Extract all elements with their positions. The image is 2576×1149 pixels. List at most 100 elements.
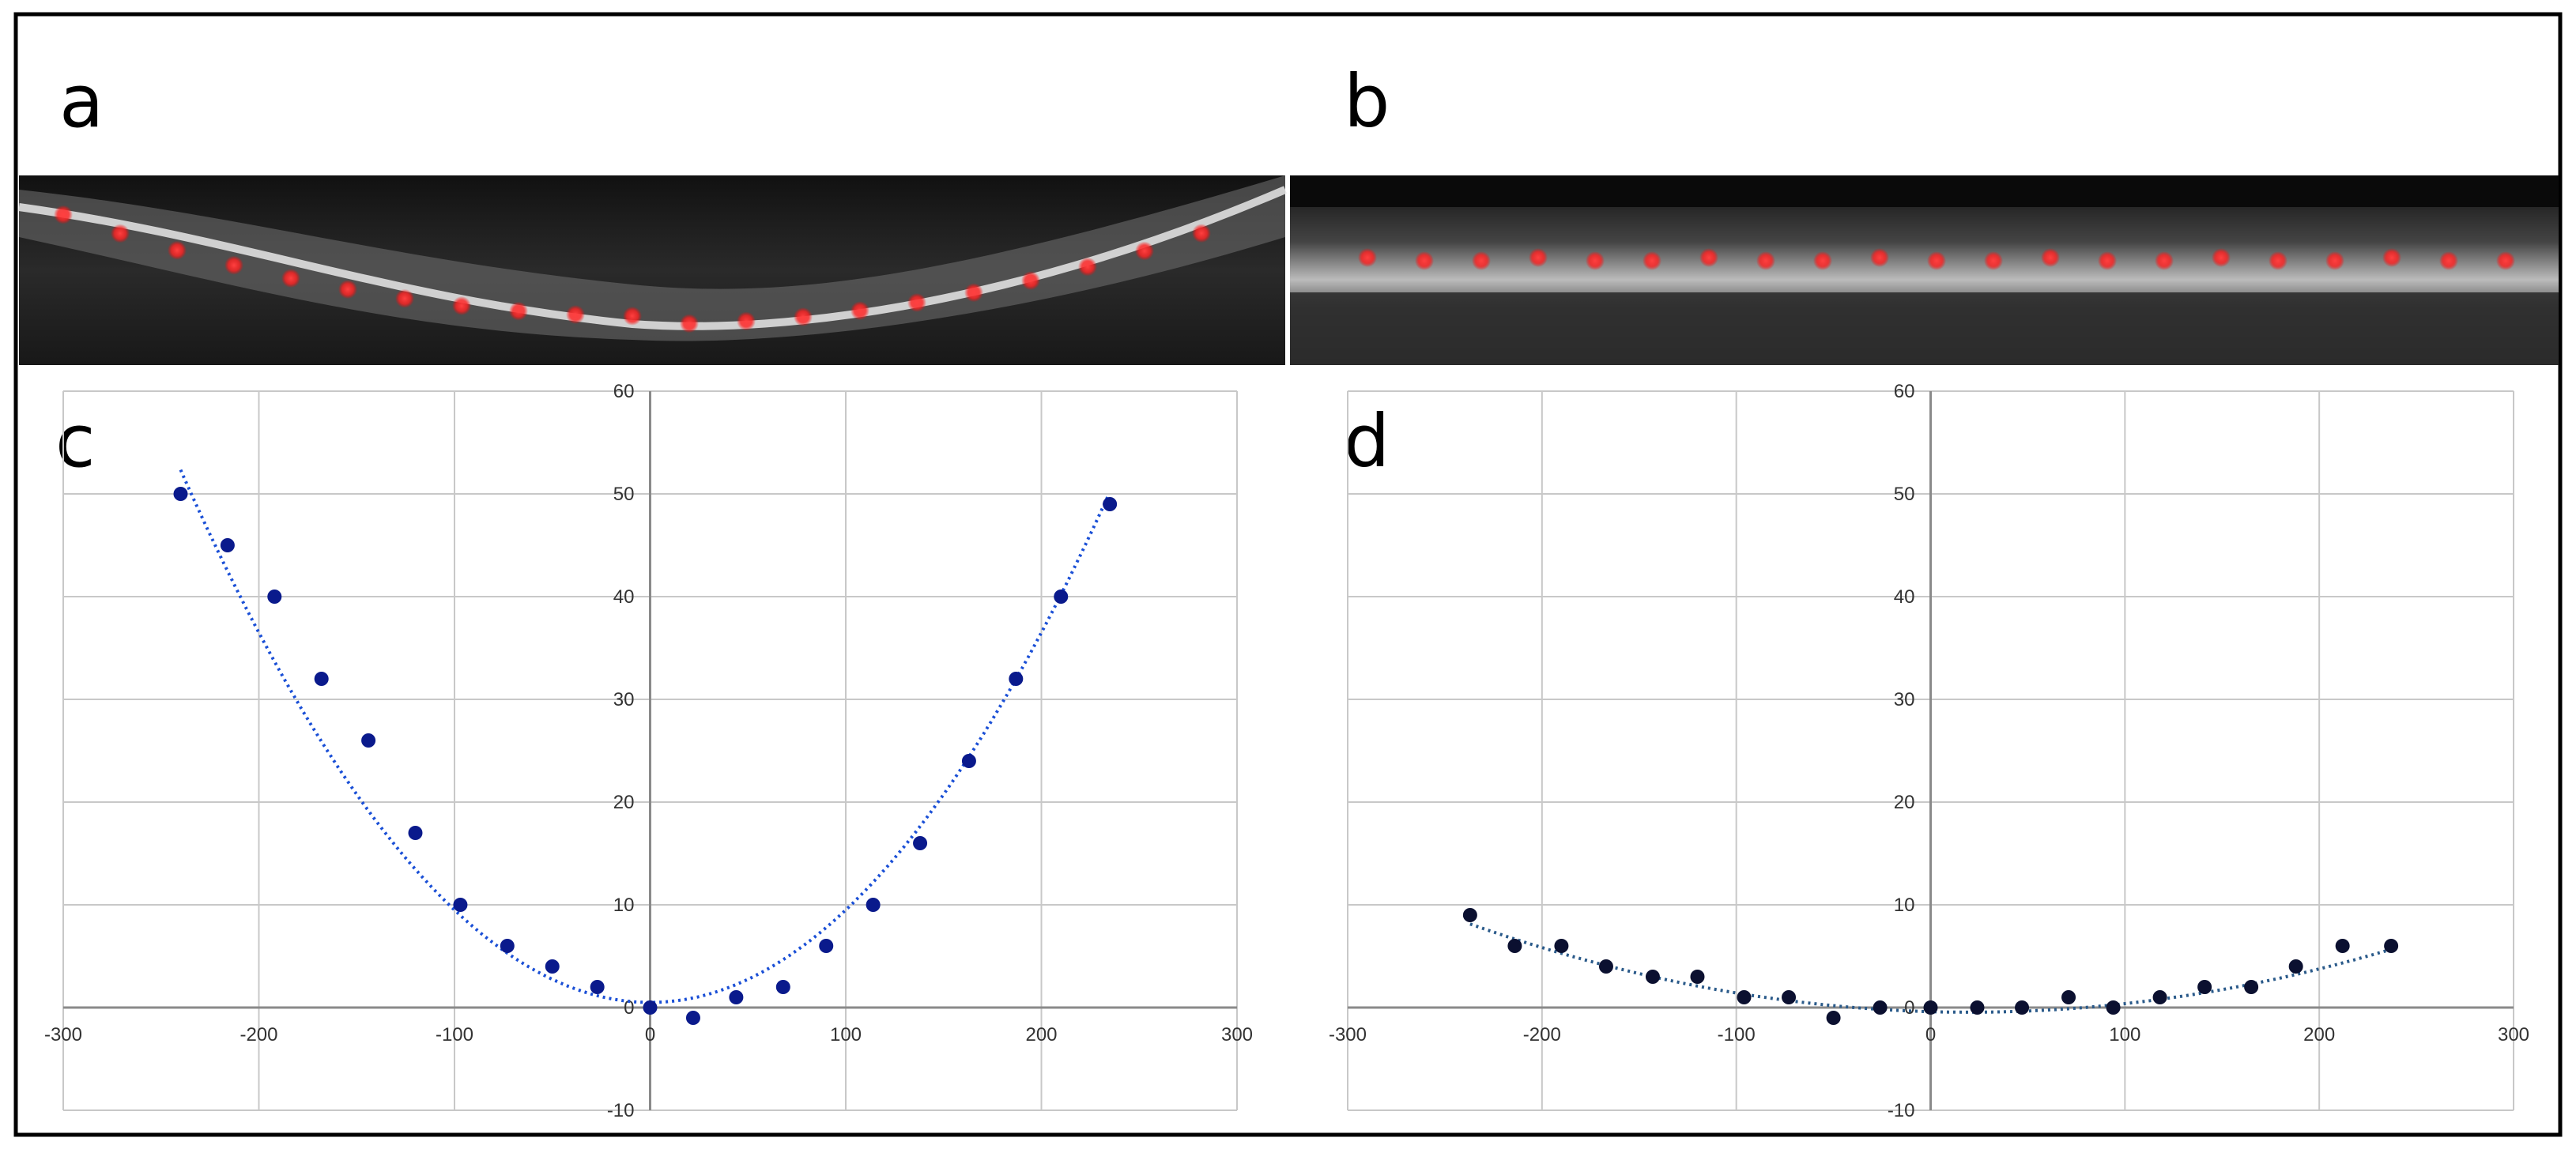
y-tick-label: -10 <box>607 1100 635 1121</box>
oct-b-marker <box>2382 248 2401 267</box>
data-point <box>961 754 976 768</box>
data-point <box>2244 980 2259 994</box>
data-point <box>2197 980 2212 994</box>
oct-b-marker <box>2496 251 2515 270</box>
oct-b-bottom-layer <box>1290 292 2559 365</box>
oct-b-marker <box>1813 251 1832 270</box>
data-point <box>408 826 423 840</box>
data-point <box>1462 908 1477 922</box>
data-point <box>866 898 881 912</box>
y-tick-label: 60 <box>1894 381 1915 402</box>
data-point <box>643 1000 658 1015</box>
x-tick-label: 100 <box>830 1024 862 1045</box>
oct-image-b <box>1290 175 2559 365</box>
data-point <box>2152 990 2167 1004</box>
y-tick-label: 40 <box>613 586 635 608</box>
oct-b-marker <box>1756 251 1775 270</box>
y-tick-label: 50 <box>1894 484 1915 505</box>
oct-a-marker <box>1192 224 1211 243</box>
x-tick-label: 300 <box>2498 1024 2529 1045</box>
data-point <box>545 959 560 974</box>
trendline <box>179 469 1110 1004</box>
y-tick-label: 40 <box>1894 586 1915 608</box>
oct-b-markers <box>1358 248 2515 270</box>
oct-a-marker <box>850 301 869 321</box>
data-point <box>314 672 329 686</box>
data-point <box>1970 1000 1985 1015</box>
x-tick-label: 0 <box>645 1024 655 1045</box>
oct-b-marker <box>1870 248 1889 267</box>
data-point <box>500 939 515 953</box>
oct-a-marker <box>964 283 983 303</box>
trendline <box>1469 922 2392 1014</box>
oct-b-marker <box>2041 248 2060 267</box>
y-tick-label: 10 <box>1894 895 1915 916</box>
oct-b-marker <box>1415 251 1434 270</box>
oct-a-marker <box>338 280 357 299</box>
panel-label-c: c <box>55 399 96 484</box>
y-tick-label: 10 <box>613 895 635 916</box>
x-tick-label: 200 <box>2303 1024 2335 1045</box>
data-point <box>2015 1000 2030 1015</box>
oct-a-marker <box>680 314 699 333</box>
data-point <box>2106 1000 2121 1015</box>
data-point <box>2288 959 2303 974</box>
x-tick-label: 100 <box>2109 1024 2140 1045</box>
data-point <box>1782 990 1797 1004</box>
y-tick-label: 20 <box>613 792 635 813</box>
oct-a-marker <box>54 205 73 224</box>
data-point <box>819 939 834 953</box>
data-point <box>685 1011 700 1025</box>
data-point <box>1826 1011 1841 1025</box>
oct-b-marker <box>2098 251 2117 270</box>
data-point <box>1009 672 1024 686</box>
panel-label-b: b <box>1344 59 1390 144</box>
data-point <box>1690 970 1705 984</box>
oct-a-marker <box>1021 271 1040 291</box>
data-point <box>2335 939 2350 953</box>
panel-label-a: a <box>59 59 104 144</box>
data-point <box>1737 990 1752 1004</box>
oct-b-marker <box>1927 251 1946 270</box>
data-point <box>1554 939 1569 953</box>
oct-b-marker <box>2269 251 2287 270</box>
oct-a-marker <box>395 288 414 308</box>
y-tick-label: -10 <box>1888 1100 1915 1121</box>
oct-a-marker <box>1078 257 1097 277</box>
oct-a-marker <box>509 301 528 321</box>
y-tick-label: 30 <box>1894 689 1915 710</box>
data-point <box>1645 970 1660 984</box>
oct-a-marker <box>281 269 300 288</box>
x-tick-label: -200 <box>239 1024 277 1045</box>
data-point <box>1054 590 1069 604</box>
data-point <box>1923 1000 1938 1015</box>
y-tick-label: 60 <box>613 381 635 402</box>
x-tick-label: -100 <box>1718 1024 1756 1045</box>
data-point <box>729 990 744 1004</box>
data-point <box>775 980 790 994</box>
data-point <box>2384 939 2399 953</box>
oct-b-marker <box>1358 248 1377 267</box>
oct-a-marker <box>737 311 756 331</box>
y-tick-label: 30 <box>613 689 635 710</box>
x-tick-label: -300 <box>1329 1024 1367 1045</box>
data-point <box>173 487 188 501</box>
y-tick-label: 0 <box>624 997 634 1019</box>
x-tick-label: 300 <box>1221 1024 1253 1045</box>
data-point <box>1507 939 1522 953</box>
oct-b-marker <box>1643 251 1661 270</box>
oct-b-marker <box>2155 251 2174 270</box>
oct-b-marker <box>1586 251 1605 270</box>
data-point <box>1873 1000 1888 1015</box>
data-point <box>913 836 928 850</box>
x-tick-label: 200 <box>1025 1024 1057 1045</box>
oct-b-marker <box>2325 251 2344 270</box>
oct-b-top-dark <box>1290 175 2559 207</box>
oct-a-marker <box>224 255 243 275</box>
oct-a-marker <box>168 240 187 260</box>
panel-label-d: d <box>1344 399 1390 484</box>
oct-b-marker <box>2439 251 2458 270</box>
